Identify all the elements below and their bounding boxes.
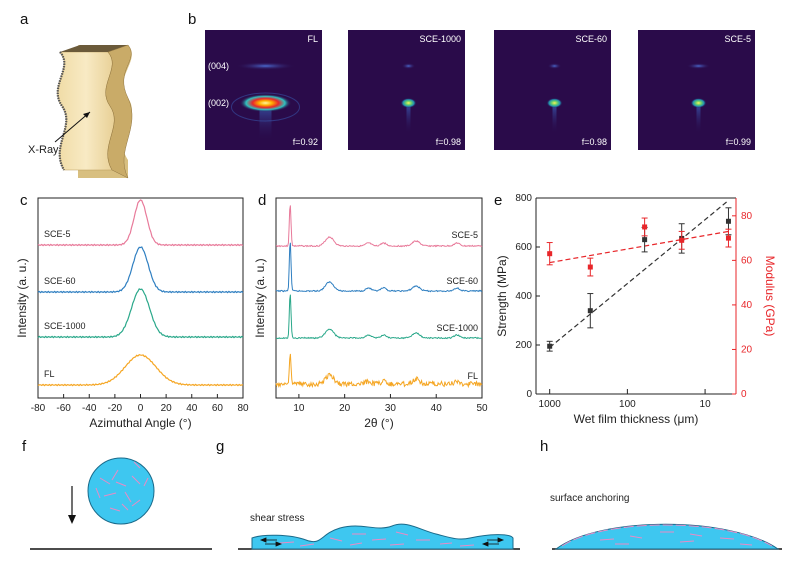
panel-letter-a: a <box>20 11 29 28</box>
y-tick-label: 200 <box>515 340 532 351</box>
series-label: SCE-1000 <box>44 321 86 331</box>
series-label: FL <box>44 369 55 379</box>
x-axis-label: Wet film thickness (μm) <box>574 412 699 426</box>
plot-frame <box>37 197 244 399</box>
series-line-SCE-60 <box>37 246 244 294</box>
modulus-trend-line <box>549 230 729 264</box>
strength-trend-line <box>549 199 729 348</box>
series-label: SCE-1000 <box>436 323 478 333</box>
x-tick-label: 60 <box>212 403 224 414</box>
panel-f-schematic <box>30 457 212 550</box>
y-tick-label: 800 <box>515 193 532 204</box>
diffraction-name: SCE-1000 <box>419 34 461 44</box>
panel-g-schematic <box>238 523 520 550</box>
panel-letter-e: e <box>494 192 502 209</box>
modulus-point <box>725 228 732 248</box>
series-line-SCE-5 <box>37 199 244 247</box>
x-tick-label: 100 <box>619 399 636 410</box>
y2-tick-label: 20 <box>741 344 753 355</box>
panel-h-schematic <box>552 523 782 550</box>
x-axis-label: Azimuthal Angle (°) <box>89 416 191 430</box>
diffraction-image-0: FL f=0.92 (004) (002) <box>205 30 322 150</box>
chart-c: -80 -60 -40 -20 0 20 40 60 80 Azimuthal Angle (°)… <box>15 197 249 430</box>
diffraction-name: SCE-60 <box>575 34 607 44</box>
orientation-factor: f=0.99 <box>726 137 751 147</box>
series-line-FL <box>37 354 244 387</box>
x-tick-label: 30 <box>385 403 397 414</box>
x-tick-label: -60 <box>56 403 71 414</box>
series-line-SCE-60 <box>275 242 483 293</box>
y-tick-label: 400 <box>515 291 532 302</box>
y2-axis-label: Modulus (GPa) <box>763 256 777 337</box>
strength-point <box>587 293 594 329</box>
series-line-FL <box>275 353 483 389</box>
panel-letter-d: d <box>258 192 266 209</box>
x-tick-label: 50 <box>476 403 488 414</box>
series-label: SCE-60 <box>446 276 478 286</box>
surface-anchoring-label: surface anchoring <box>550 493 630 504</box>
series-line-SCE-1000 <box>276 294 483 340</box>
x-tick-label: 40 <box>431 403 443 414</box>
y-axis-label: Intensity (a. u.) <box>253 258 267 337</box>
orientation-factor: f=0.92 <box>293 137 318 147</box>
modulus-point <box>546 242 553 266</box>
series-label: FL <box>467 371 478 381</box>
diffraction-image-1: SCE-1000 f=0.98 <box>348 30 465 150</box>
panel-letter-b: b <box>188 11 196 28</box>
x-tick-label: 20 <box>339 403 351 414</box>
diffraction-name: SCE-5 <box>724 34 751 44</box>
panel-a-slab <box>54 44 133 179</box>
series-line-SCE-1000 <box>37 288 244 339</box>
x-tick-label: 0 <box>138 403 144 414</box>
y2-tick-label: 60 <box>741 255 753 266</box>
x-tick-label: 20 <box>161 403 173 414</box>
x-tick-label: 1000 <box>539 399 562 410</box>
x-tick-label: 10 <box>700 399 712 410</box>
panel-letter-g: g <box>216 438 224 455</box>
y-axis-label: Intensity (a. u.) <box>15 258 29 337</box>
x-tick-label: -40 <box>82 403 97 414</box>
x-tick-label: 10 <box>293 403 305 414</box>
series-label: SCE-5 <box>44 229 71 239</box>
panel-letter-f: f <box>22 438 27 455</box>
chart-d: 10 20 30 40 50 2θ (°) Intensity (a. u.) SCE-5 SC… <box>253 197 488 430</box>
y2-tick-label: 0 <box>741 389 747 400</box>
y-axis-label: Strength (MPa) <box>495 255 509 336</box>
y-tick-label: 600 <box>515 242 532 253</box>
diffraction-image-2: SCE-60 f=0.98 <box>494 30 611 150</box>
x-tick-label: -20 <box>108 403 123 414</box>
modulus-point <box>641 217 648 237</box>
peak-label-002: (002) <box>208 98 229 108</box>
orientation-factor: f=0.98 <box>436 137 461 147</box>
modulus-point <box>587 257 594 277</box>
modulus-point <box>678 230 685 250</box>
plot-frame <box>275 197 483 399</box>
y2-tick-label: 40 <box>741 300 753 311</box>
peak-label-004: (004) <box>208 61 229 71</box>
series-label: SCE-60 <box>44 276 76 286</box>
panel-letter-c: c <box>20 192 28 209</box>
diffraction-image-3: SCE-5 f=0.99 <box>638 30 755 150</box>
panel-letter-h: h <box>540 438 548 455</box>
orientation-factor: f=0.98 <box>582 137 607 147</box>
x-tick-label: -80 <box>31 403 46 414</box>
y2-tick-label: 80 <box>741 211 753 222</box>
diffraction-name: FL <box>307 34 318 44</box>
x-tick-label: 80 <box>237 403 249 414</box>
y-tick-label: 0 <box>526 389 532 400</box>
x-axis-label: 2θ (°) <box>364 416 393 430</box>
xray-label: X-Ray <box>28 144 59 156</box>
series-label: SCE-5 <box>451 230 478 240</box>
strength-point <box>546 340 553 352</box>
x-tick-label: 40 <box>186 403 198 414</box>
panel-b-diffraction: FL f=0.92 (004) (002) SCE-1000 f=0.98 SCE-60 f=… <box>205 30 755 150</box>
xray-arrow <box>54 111 91 143</box>
shear-stress-label: shear stress <box>250 513 304 524</box>
droplet-circle <box>87 457 155 525</box>
series-line-SCE-5 <box>275 205 483 248</box>
